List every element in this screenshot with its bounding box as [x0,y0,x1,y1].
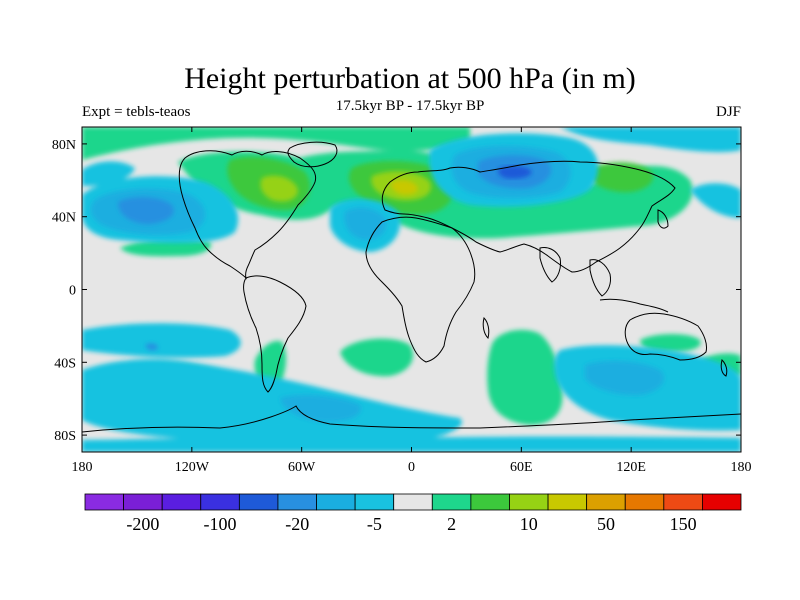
australia-coast [624,312,707,361]
lon-tick-label: 180 [731,460,752,475]
lon-tick-label: 120W [175,460,210,475]
arctic-negative-east [560,127,741,153]
south-atlantic-positive [340,338,414,377]
colorbar-swatch [393,493,433,511]
southern-ocean-negative-south [82,359,462,445]
madagascar-coast [482,317,490,339]
indian-ocean-positive [487,329,563,425]
colorbar-swatch [200,493,240,511]
colorbar-label: 2 [447,514,456,534]
colorbar-swatch [431,493,472,511]
south-atlantic-moderate-negative [280,394,361,422]
colorbar-label: 50 [597,514,615,534]
colorbar-swatch [123,493,163,511]
colorbar-label: 150 [670,514,697,534]
lat-tick-label: 80N [52,138,76,153]
coastlines [82,141,741,433]
north-pacific-positive [120,238,211,257]
europe-peak [390,180,418,195]
colorbar-labels: -200 -100 -20 -5 2 10 50 150 [126,514,696,534]
asia-moderate [589,162,654,193]
southeast-asia-coast [589,259,611,297]
colorbar-swatch [663,493,703,511]
colorbar-label: -200 [126,514,159,534]
lat-tick-label: 40N [52,211,76,226]
moderate-negative-anomalies [90,145,664,422]
colorbar-swatch [277,493,317,511]
north-america-coast [178,150,317,280]
colorbar-swatch [509,493,549,511]
colorbar-swatch [586,493,626,511]
south-indian-moderate-negative [585,360,664,396]
colorbar-swatch [238,493,279,511]
lon-tick-label: 0 [408,460,415,475]
india-coast [539,247,561,283]
lat-tick-label: 0 [69,284,76,299]
colorbar-swatch [624,493,665,511]
plot-title: Height perturbation at 500 hPa (in m) [184,62,636,95]
colorbar-swatch [316,493,356,511]
colorbar-label: -20 [285,514,309,534]
indonesia-coast [599,298,669,313]
north-atlantic-moderate-negative [344,207,387,240]
latitude-axis: 80N 40N 0 40S 80S [52,138,741,444]
colorbar-label: -100 [204,514,237,534]
lat-tick-label: 40S [54,356,76,371]
new-zealand-coast [720,359,728,377]
east-pacific-negative [690,183,741,218]
experiment-label: Expt = tebls-teaos [82,104,191,120]
lon-tick-label: 60W [288,460,316,475]
season-label: DJF [715,104,741,120]
north-pacific-strong-negative [118,197,174,224]
siberia-peak-negative [497,165,532,179]
south-america-coast [243,275,307,393]
europe-coast [381,160,676,273]
colorbar-label: -5 [367,514,382,534]
lon-tick-label: 180 [72,460,93,475]
height-perturbation-field [82,127,741,452]
greenland-coast [287,141,338,168]
colorbar-swatch [547,493,588,511]
lat-tick-label: 80S [54,429,76,444]
japan-coast [657,209,669,229]
colorbar-swatch [161,493,202,511]
peak-negative-anomalies [497,165,532,179]
colorbar-swatch [470,493,510,511]
colorbar-swatch [354,493,395,511]
arctic-positive-band [82,127,470,160]
arctic-negative-west [82,161,135,186]
longitude-axis: 180 120W 60W 0 60E 120E 180 [72,127,752,475]
colorbar-swatch [702,493,742,511]
antarctica-coast [82,405,741,433]
antarctic-negative [82,436,741,452]
colorbar-swatch [84,493,124,511]
canada-strong [260,175,298,202]
colorbar [84,493,742,511]
lon-tick-label: 60E [510,460,533,475]
lon-tick-label: 120E [616,460,646,475]
south-pacific-strong-negative [145,343,158,351]
africa-coast [365,216,476,363]
southern-ocean-negative-west [82,323,241,358]
australia-south-positive [640,334,701,352]
colorbar-label: 10 [520,514,538,534]
period-label: 17.5kyr BP - 17.5kyr BP [335,98,485,114]
